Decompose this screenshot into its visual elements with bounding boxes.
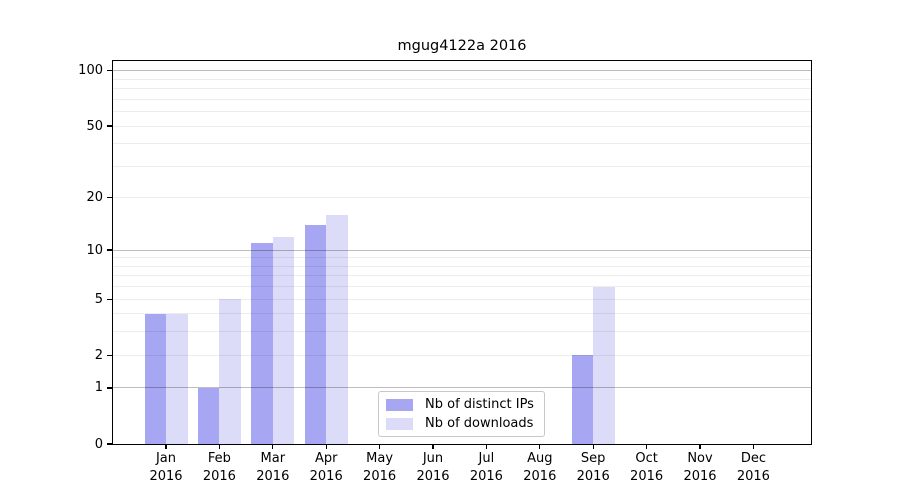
y-tick-mark — [107, 70, 112, 72]
x-tick-label-may: May 2016 — [363, 451, 397, 484]
bar-downloads-sep — [593, 286, 615, 444]
bar-distinct-ips-mar — [251, 243, 273, 444]
gridline-major — [113, 70, 811, 72]
gridline-minor — [113, 298, 811, 300]
gridline-minor — [113, 313, 811, 315]
legend: Nb of distinct IPs Nb of downloads — [378, 391, 545, 437]
bar-downloads-feb — [219, 299, 241, 444]
gridline-minor — [113, 275, 811, 277]
gridline-minor — [113, 197, 811, 199]
x-tick-mark — [379, 445, 381, 449]
bar-distinct-ips-jan — [144, 313, 166, 444]
y-tick-label: 20 — [86, 190, 103, 206]
legend-row-distinct-ips: Nb of distinct IPs — [386, 397, 544, 412]
y-tick-label: 0 — [94, 436, 103, 452]
gridline-minor — [113, 257, 811, 259]
y-tick-mark — [107, 125, 112, 127]
y-tick-label: 2 — [94, 347, 103, 363]
y-tick-mark — [107, 354, 112, 356]
x-tick-label-aug: Aug 2016 — [523, 451, 557, 484]
y-tick-mark — [107, 249, 112, 251]
gridline-minor — [113, 331, 811, 333]
x-tick-label-sep: Sep 2016 — [576, 451, 610, 484]
x-tick-mark — [165, 445, 167, 449]
x-tick-label-nov: Nov 2016 — [683, 451, 717, 484]
x-tick-mark — [699, 445, 701, 449]
x-tick-label-oct: Oct 2016 — [630, 451, 664, 484]
x-tick-label-dec: Dec 2016 — [736, 451, 770, 484]
legend-swatch-downloads — [386, 417, 413, 430]
x-tick-label-apr: Apr 2016 — [309, 451, 343, 484]
gridline-minor — [113, 88, 811, 90]
x-tick-label-feb: Feb 2016 — [202, 451, 236, 484]
x-tick-mark — [325, 445, 327, 449]
y-tick-mark — [107, 443, 112, 445]
bar-distinct-ips-feb — [197, 387, 220, 444]
bar-downloads-apr — [326, 214, 348, 444]
y-tick-mark — [107, 298, 112, 300]
y-tick-label: 50 — [86, 118, 103, 134]
y-tick-label: 1 — [94, 380, 103, 396]
x-tick-mark — [218, 445, 220, 449]
bar-distinct-ips-sep — [571, 355, 594, 444]
x-tick-mark — [272, 445, 274, 449]
gridline-minor — [113, 286, 811, 288]
gridline-minor — [113, 165, 811, 167]
gridline-minor — [113, 98, 811, 100]
gridline-minor — [113, 125, 811, 127]
gridline-minor — [113, 78, 811, 80]
chart-title: mgug4122a 2016 — [397, 38, 527, 54]
x-tick-mark — [485, 445, 487, 449]
legend-swatch-distinct-ips — [386, 398, 413, 411]
bar-distinct-ips-apr — [304, 225, 327, 444]
plot-area: Nb of distinct IPs Nb of downloads — [112, 60, 812, 445]
legend-label-downloads: Nb of downloads — [425, 416, 534, 431]
x-tick-label-mar: Mar 2016 — [256, 451, 290, 484]
x-tick-label-jan: Jan 2016 — [149, 451, 183, 484]
x-tick-mark — [539, 445, 541, 449]
y-tick-label: 10 — [86, 242, 103, 258]
y-tick-mark — [107, 387, 112, 389]
legend-label-distinct-ips: Nb of distinct IPs — [425, 397, 534, 412]
bar-downloads-mar — [272, 236, 295, 444]
y-tick-mark — [107, 197, 112, 199]
x-tick-mark — [592, 445, 594, 449]
x-tick-label-jun: Jun 2016 — [416, 451, 450, 484]
gridline-minor — [113, 265, 811, 267]
x-tick-mark — [752, 445, 754, 449]
gridline-minor — [113, 354, 811, 356]
x-tick-mark — [646, 445, 648, 449]
y-tick-label: 5 — [94, 291, 103, 307]
gridline-major — [113, 249, 811, 251]
legend-row-downloads: Nb of downloads — [386, 416, 544, 431]
y-tick-label: 100 — [78, 63, 103, 79]
x-tick-label-jul: Jul 2016 — [469, 451, 503, 484]
bar-downloads-jan — [166, 313, 188, 444]
gridline-minor — [113, 111, 811, 113]
gridline-minor — [113, 143, 811, 145]
x-tick-mark — [432, 445, 434, 449]
